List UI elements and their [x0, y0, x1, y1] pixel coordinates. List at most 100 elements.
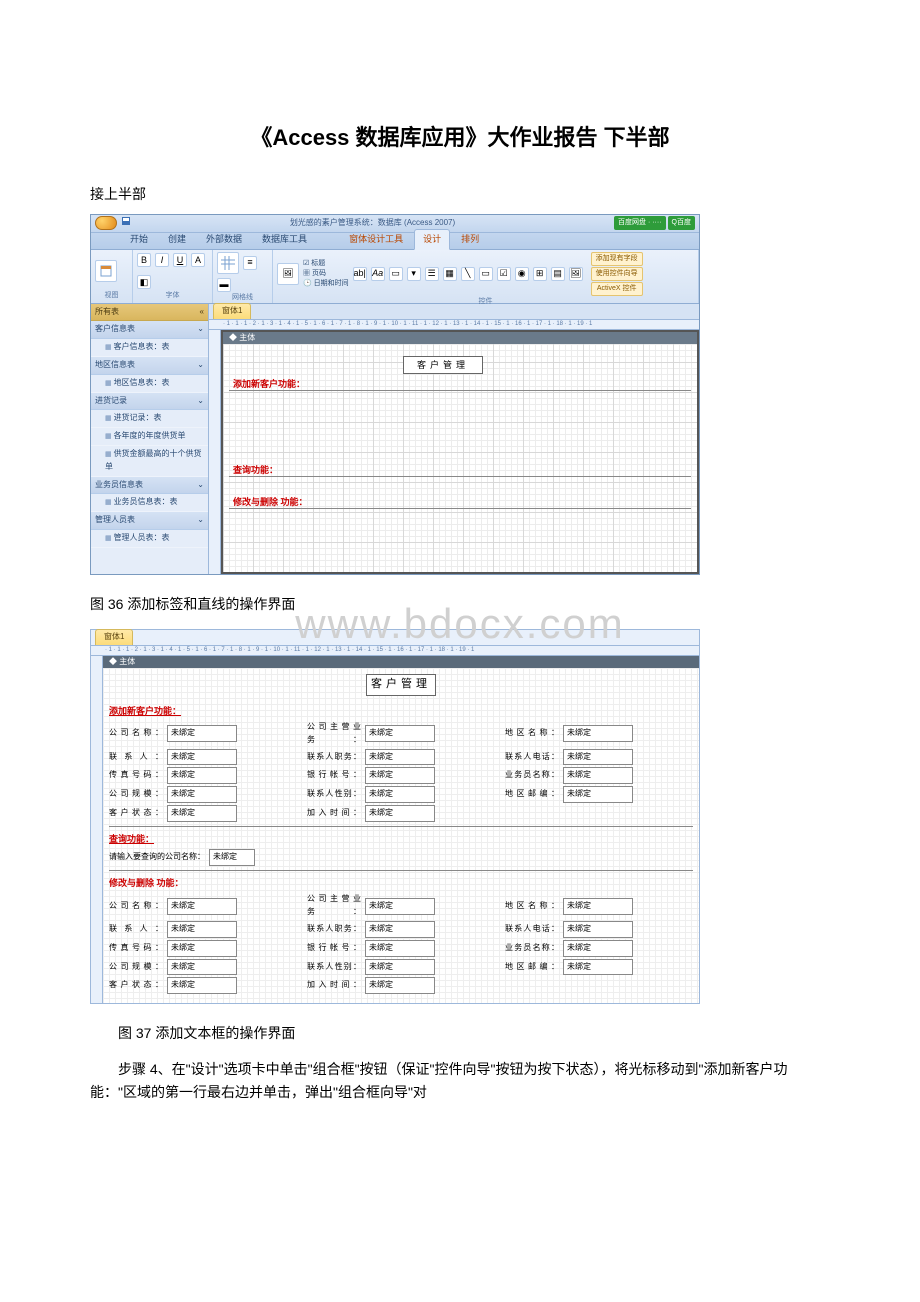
- gridlines-icon[interactable]: [217, 252, 239, 274]
- field-textbox[interactable]: 未绑定: [167, 898, 237, 915]
- section-bar-2[interactable]: ◆ 主体: [103, 656, 699, 668]
- field-textbox[interactable]: 未绑定: [167, 977, 237, 994]
- field-row: 传真号码未绑定银行帐号未绑定业务员名称未绑定: [103, 766, 699, 785]
- field-label: 联系人电话: [505, 751, 563, 764]
- nav-item[interactable]: 地区信息表：表: [91, 375, 208, 393]
- subform-icon[interactable]: ▦: [443, 267, 457, 281]
- ruler-vertical: [209, 330, 221, 574]
- nav-item[interactable]: 业务员信息表：表: [91, 494, 208, 512]
- option-icon[interactable]: ◉: [515, 267, 529, 281]
- tab-home[interactable]: 开始: [121, 229, 157, 248]
- field-textbox[interactable]: 未绑定: [167, 767, 237, 784]
- field-label: 公司规模: [109, 788, 167, 801]
- field-label: 联系人电话: [505, 923, 563, 936]
- field-textbox[interactable]: 未绑定: [563, 921, 633, 938]
- nav-item[interactable]: 供货金额最高的十个供货单: [91, 446, 208, 477]
- field-textbox[interactable]: 未绑定: [167, 725, 237, 742]
- field-label: 联系人: [109, 923, 167, 936]
- fill-color-icon[interactable]: ◧: [137, 275, 151, 289]
- nav-category[interactable]: 管理人员表⌄: [91, 512, 208, 530]
- form-design-surface[interactable]: ◆ 主体 客户管理 添加新客户功能： 查询功能： 修改与删除 功能：: [221, 330, 699, 574]
- field-textbox[interactable]: 未绑定: [167, 940, 237, 957]
- line-style-icon[interactable]: ≡: [243, 256, 257, 270]
- field-textbox[interactable]: 未绑定: [365, 805, 435, 822]
- field-textbox[interactable]: 未绑定: [365, 725, 435, 742]
- field-textbox[interactable]: 未绑定: [167, 749, 237, 766]
- bold-icon[interactable]: B: [137, 253, 151, 267]
- field-textbox[interactable]: 未绑定: [365, 786, 435, 803]
- view-icon[interactable]: [95, 260, 117, 282]
- field-textbox[interactable]: 未绑定: [167, 805, 237, 822]
- listbox-icon[interactable]: ☰: [425, 267, 439, 281]
- field-row: 联系人未绑定联系人职务未绑定联系人电话未绑定: [103, 920, 699, 939]
- field-label: 客户状态: [109, 807, 167, 820]
- field-textbox[interactable]: 未绑定: [563, 725, 633, 742]
- query-input[interactable]: 未绑定: [209, 849, 255, 866]
- field-textbox[interactable]: 未绑定: [365, 959, 435, 976]
- document-tab-2[interactable]: 窗体1: [95, 629, 133, 645]
- nav-item[interactable]: 客户信息表：表: [91, 339, 208, 357]
- field-textbox[interactable]: 未绑定: [563, 959, 633, 976]
- field-textbox[interactable]: 未绑定: [167, 786, 237, 803]
- field-row: 公司名称未绑定公司主营业务未绑定地区名称未绑定: [103, 892, 699, 920]
- add-fields-button[interactable]: 添加现有字段: [591, 252, 643, 266]
- button-icon[interactable]: ▭: [389, 267, 403, 281]
- font-color-icon[interactable]: A: [191, 253, 205, 267]
- rect-icon[interactable]: ▭: [479, 267, 493, 281]
- field-textbox[interactable]: 未绑定: [167, 959, 237, 976]
- field-textbox[interactable]: 未绑定: [365, 977, 435, 994]
- field-textbox[interactable]: 未绑定: [563, 767, 633, 784]
- field-textbox[interactable]: 未绑定: [563, 749, 633, 766]
- logo-icon[interactable]: 🖼: [277, 263, 299, 285]
- field-textbox[interactable]: 未绑定: [167, 921, 237, 938]
- nav-category[interactable]: 客户信息表⌄: [91, 321, 208, 339]
- italic-icon[interactable]: I: [155, 253, 169, 267]
- field-row: 客户状态未绑定加入时间未绑定: [103, 976, 699, 995]
- field-textbox[interactable]: 未绑定: [563, 940, 633, 957]
- field-textbox[interactable]: 未绑定: [365, 767, 435, 784]
- field-label: 公司名称: [109, 727, 167, 740]
- textbox-icon[interactable]: ab|: [353, 267, 367, 281]
- checkbox-icon[interactable]: ☑: [497, 267, 511, 281]
- add-head: 添加新客户功能：: [103, 702, 699, 720]
- field-textbox[interactable]: 未绑定: [365, 921, 435, 938]
- field-row: 传真号码未绑定银行帐号未绑定业务员名称未绑定: [103, 939, 699, 958]
- navigation-pane: 所有表« 客户信息表⌄客户信息表：表地区信息表⌄地区信息表：表进货记录⌄进货记录…: [91, 304, 209, 574]
- field-textbox[interactable]: 未绑定: [365, 898, 435, 915]
- nav-category[interactable]: 业务员信息表⌄: [91, 477, 208, 495]
- field-label: 业务员名称: [505, 769, 563, 782]
- section-bar[interactable]: ◆ 主体: [223, 332, 697, 344]
- tab-design[interactable]: 设计: [414, 229, 450, 249]
- field-textbox[interactable]: 未绑定: [563, 898, 633, 915]
- nav-item[interactable]: 各年度的年度供货单: [91, 428, 208, 446]
- field-textbox[interactable]: 未绑定: [563, 786, 633, 803]
- tab-arrange[interactable]: 排列: [452, 229, 488, 248]
- field-label: 联系人: [109, 751, 167, 764]
- office-button[interactable]: [95, 216, 117, 230]
- tab-dbtools[interactable]: 数据库工具: [253, 229, 316, 248]
- tab-icon[interactable]: ▤: [551, 267, 565, 281]
- tab-create[interactable]: 创建: [159, 229, 195, 248]
- nav-item[interactable]: 管理人员表：表: [91, 530, 208, 548]
- form-title-2[interactable]: 客户管理: [366, 674, 436, 696]
- nav-category[interactable]: 进货记录⌄: [91, 393, 208, 411]
- activex-button[interactable]: ActiveX 控件: [591, 282, 643, 296]
- form-title-label[interactable]: 客户管理: [403, 356, 483, 374]
- field-label: 联系人性别: [307, 961, 365, 974]
- tab-external[interactable]: 外部数据: [197, 229, 251, 248]
- field-label: 联系人职务: [307, 923, 365, 936]
- toggle-icon[interactable]: ⊞: [533, 267, 547, 281]
- nav-category[interactable]: 地区信息表⌄: [91, 357, 208, 375]
- label-icon[interactable]: Aa: [371, 267, 385, 281]
- field-textbox[interactable]: 未绑定: [365, 940, 435, 957]
- combobox-icon[interactable]: ▾: [407, 267, 421, 281]
- line-color-icon[interactable]: ▬: [217, 278, 231, 292]
- nav-header[interactable]: 所有表«: [91, 304, 208, 322]
- underline-icon[interactable]: U: [173, 253, 187, 267]
- image-icon[interactable]: 🖼: [569, 267, 583, 281]
- document-tab[interactable]: 窗体1: [213, 303, 251, 319]
- nav-item[interactable]: 进货记录：表: [91, 410, 208, 428]
- field-textbox[interactable]: 未绑定: [365, 749, 435, 766]
- line-icon[interactable]: ╲: [461, 267, 475, 281]
- control-wizard-button[interactable]: 使用控件向导: [591, 267, 643, 281]
